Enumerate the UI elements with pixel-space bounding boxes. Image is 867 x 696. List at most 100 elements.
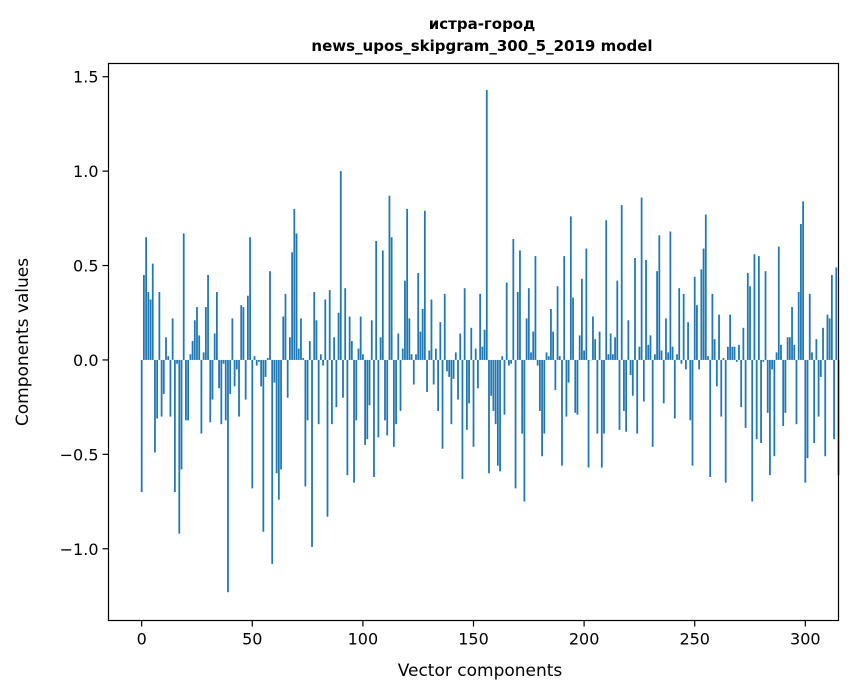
bar-177: [532, 331, 535, 360]
bar-307: [819, 359, 822, 377]
bar-295: [793, 344, 796, 360]
bar-105: [373, 359, 375, 477]
bar-183: [545, 352, 548, 360]
bar-32: [211, 359, 214, 400]
bar-107: [377, 359, 380, 438]
bar-292: [786, 337, 789, 360]
bar-141: [452, 359, 455, 379]
bar-198: [578, 335, 581, 360]
bar-130: [428, 350, 431, 360]
bar-299: [802, 201, 804, 360]
bar-69: [293, 208, 296, 360]
bar-149: [470, 327, 473, 360]
bar-96: [353, 359, 355, 483]
bar-60: [273, 359, 276, 383]
bar-268: [733, 346, 736, 360]
bar-212: [609, 333, 612, 360]
bar-29: [204, 307, 207, 360]
bar-119: [404, 280, 406, 360]
bar-274: [746, 273, 749, 360]
bar-115: [395, 359, 397, 425]
bar-79: [315, 320, 318, 360]
bar-66: [286, 359, 289, 398]
bar-104: [370, 320, 373, 360]
bar-179: [536, 359, 539, 366]
bar-273: [744, 359, 747, 428]
bar-173: [523, 359, 526, 502]
bar-121: [408, 318, 411, 360]
bar-204: [592, 316, 594, 360]
bar-208: [600, 359, 603, 468]
bar-239: [669, 231, 672, 360]
bar-76: [308, 341, 311, 360]
bar-213: [611, 354, 614, 360]
y-axis-ticks: −1.0 −0.5 0.0 0.5 1.0 1.5: [60, 68, 109, 559]
bar-287: [775, 352, 778, 360]
bar-128: [423, 210, 426, 360]
bar-126: [419, 331, 422, 360]
bar-42: [233, 359, 236, 387]
bar-71: [297, 348, 300, 360]
bar-191: [563, 256, 566, 360]
bar-83: [324, 299, 327, 360]
bar-276: [751, 359, 754, 502]
bar-304: [813, 359, 816, 444]
bar-225: [638, 346, 641, 360]
bar-4: [149, 299, 152, 360]
bar-16: [176, 359, 178, 364]
bar-133: [435, 348, 437, 360]
bar-122: [410, 354, 413, 360]
bar-14: [171, 318, 174, 360]
bar-146: [463, 288, 466, 360]
bar-259: [713, 339, 716, 360]
bar-167: [510, 359, 512, 364]
bar-73: [302, 358, 305, 360]
bar-92: [344, 288, 347, 360]
bar-81: [319, 354, 322, 360]
bar-176: [530, 352, 532, 360]
bar-25: [196, 307, 198, 360]
bar-132: [432, 359, 435, 385]
bar-13: [169, 359, 172, 417]
bar-236: [662, 359, 665, 404]
bar-175: [527, 288, 530, 360]
bar-109: [381, 250, 384, 360]
bar-221: [629, 359, 632, 376]
bar-102: [366, 359, 369, 440]
bar-131: [430, 299, 433, 360]
bar-139: [448, 359, 451, 377]
bar-216: [618, 359, 621, 430]
bar-277: [753, 254, 756, 360]
x-tick-label: 100: [348, 630, 379, 649]
bar-12: [167, 356, 170, 360]
bar-266: [729, 314, 731, 360]
bar-308: [822, 327, 824, 360]
bar-1: [143, 274, 145, 360]
bar-113: [390, 237, 393, 360]
bar-23: [191, 341, 194, 360]
bar-164: [503, 359, 506, 415]
bar-303: [811, 352, 813, 360]
bar-189: [558, 356, 561, 360]
bar-70: [295, 233, 298, 360]
bar-280: [760, 359, 762, 444]
bar-249: [691, 359, 694, 466]
chart-subtitle: news_upos_skipgram_300_5_2019 model: [311, 37, 652, 55]
bar-142: [454, 352, 457, 360]
bar-260: [715, 359, 718, 387]
bar-186: [552, 331, 555, 360]
bar-61: [275, 359, 278, 474]
bar-97: [355, 359, 358, 421]
bar-180: [538, 359, 541, 411]
bar-40: [229, 359, 232, 394]
bar-231: [651, 359, 654, 447]
bar-8: [158, 291, 161, 360]
bar-89: [337, 312, 340, 360]
bar-137: [443, 293, 446, 360]
x-tick-label: 300: [790, 630, 821, 649]
bar-195: [572, 297, 574, 360]
x-tick-label: 250: [679, 630, 710, 649]
bar-187: [554, 359, 557, 391]
bar-291: [784, 359, 787, 413]
bar-285: [771, 359, 774, 370]
